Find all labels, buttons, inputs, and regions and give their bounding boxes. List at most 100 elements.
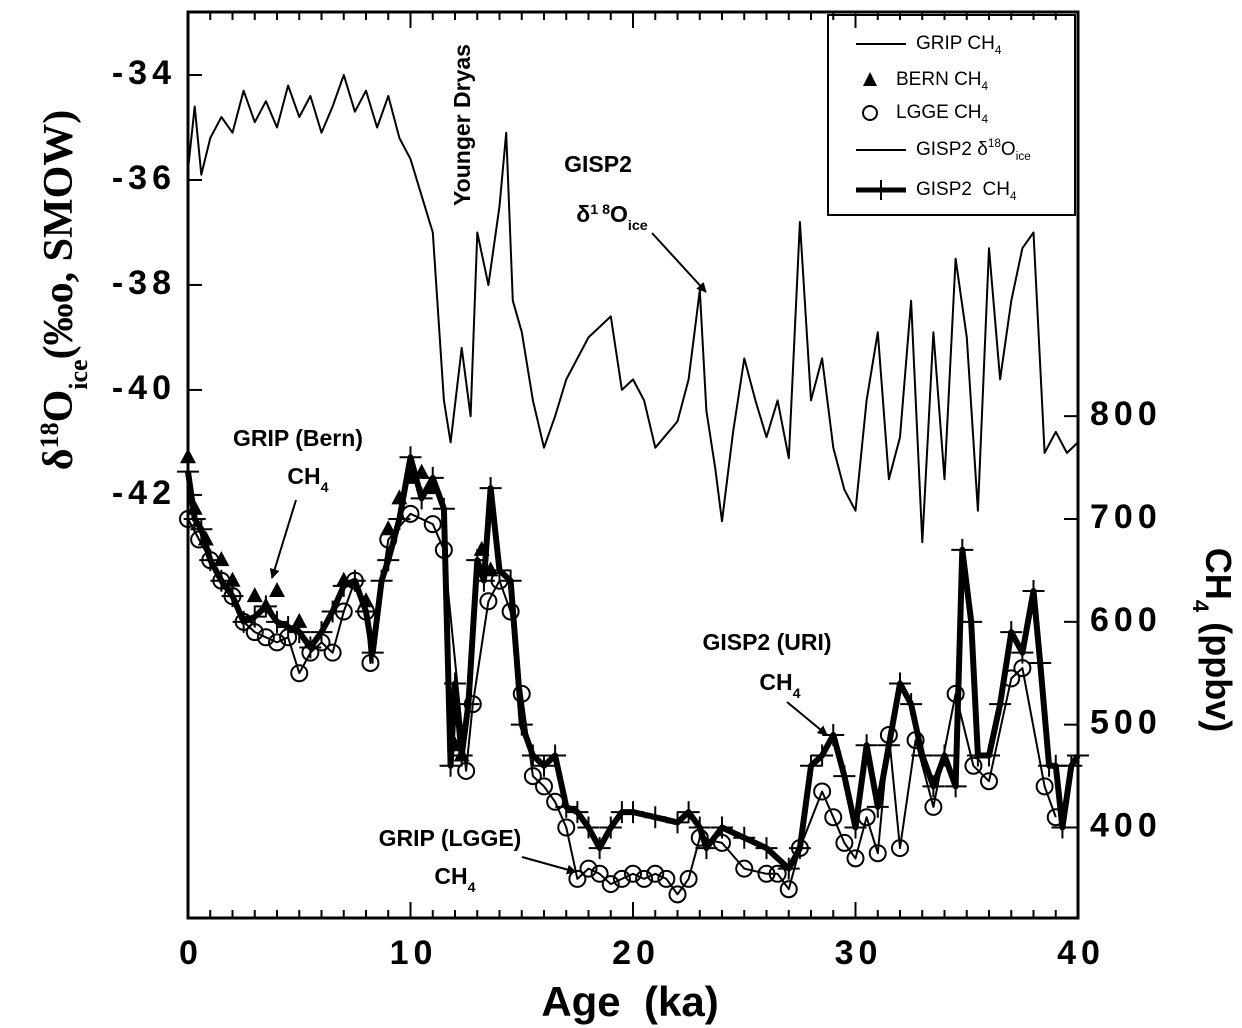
- plus-marker: [321, 600, 344, 623]
- plus-marker: [555, 795, 578, 818]
- plus-marker: [622, 801, 644, 824]
- plus-marker: [677, 801, 700, 824]
- plus-marker: [877, 734, 900, 757]
- plus-marker: [243, 605, 266, 628]
- text-part: GRIP (Bern): [233, 425, 363, 451]
- y-tick-label: -34: [112, 54, 176, 92]
- circle-marker: [612, 869, 631, 888]
- text-part: CH: [1198, 548, 1239, 600]
- plus-marker: [1029, 651, 1052, 674]
- plus-marker: [1022, 579, 1045, 602]
- text-part: ice: [64, 359, 93, 389]
- circle-marker: [479, 592, 498, 611]
- legend-box: [827, 14, 1076, 216]
- y2-axis-label: CH4 (ppbv): [1189, 548, 1240, 732]
- plus-marker: [421, 466, 444, 489]
- plus-marker: [370, 569, 393, 592]
- series-line: [185, 454, 1081, 872]
- plus-marker: [399, 446, 422, 469]
- plus-marker: [544, 744, 567, 767]
- plus-marker: [688, 816, 711, 839]
- text-part: (‰o, SMOW): [36, 110, 82, 360]
- text-part: O: [610, 201, 628, 227]
- plus-marker: [599, 816, 622, 839]
- annotation: CH4: [759, 669, 800, 702]
- text-part: O: [1001, 139, 1016, 160]
- circle-marker: [891, 839, 909, 858]
- plus-marker: [1011, 641, 1034, 664]
- plus-marker: [388, 507, 411, 530]
- circle-marker: [323, 643, 342, 662]
- plus-marker: [479, 477, 502, 500]
- triangle-marker: [246, 587, 263, 603]
- text-part: 4: [1189, 600, 1214, 613]
- plus-marker: [844, 816, 867, 839]
- circle-marker: [290, 664, 309, 683]
- triangle-marker: [380, 520, 397, 536]
- circle-marker: [779, 880, 798, 899]
- text-part: Younger Dryas: [449, 44, 475, 206]
- plus-marker: [332, 574, 355, 597]
- text-part: 4: [995, 44, 1002, 57]
- x-tick-label: 30: [835, 934, 883, 972]
- plus-marker: [577, 816, 600, 839]
- plus-marker: [277, 615, 300, 638]
- circle-marker: [679, 869, 698, 888]
- plus-marker: [933, 744, 956, 767]
- plus-marker: [978, 744, 1000, 767]
- plus-marker: [960, 610, 983, 633]
- plus-marker: [777, 857, 800, 880]
- circle-marker: [361, 653, 380, 672]
- circle-marker: [1035, 777, 1054, 796]
- plus-marker: [889, 672, 911, 695]
- plus-marker: [232, 610, 255, 633]
- plus-marker: [733, 826, 756, 849]
- plus-marker: [488, 559, 511, 582]
- plus-marker: [199, 549, 222, 572]
- legend-symbol: [862, 105, 878, 121]
- plus-marker: [254, 595, 277, 618]
- plus-marker: [900, 693, 923, 716]
- plus-marker: [951, 538, 974, 561]
- plus-marker: [472, 569, 495, 592]
- circle-marker: [668, 885, 687, 904]
- plus-marker: [266, 610, 288, 633]
- plus-marker: [1051, 816, 1074, 839]
- plus-marker: [457, 693, 480, 716]
- arrow: [269, 499, 297, 579]
- triangle-marker: [269, 581, 285, 597]
- plus-marker: [788, 837, 811, 860]
- text-part: 4: [793, 686, 801, 702]
- plus-marker: [566, 801, 589, 824]
- text-part: 4: [321, 480, 329, 496]
- circle-marker: [635, 869, 654, 888]
- x-tick-label: 20: [612, 934, 660, 972]
- circle-marker: [568, 869, 587, 888]
- arrow: [651, 232, 707, 293]
- circle-marker: [256, 628, 275, 647]
- text-part: CH: [434, 863, 467, 889]
- circle-marker: [824, 808, 843, 827]
- annotation: Younger Dryas: [449, 44, 475, 206]
- text-part: CH: [759, 669, 792, 695]
- annotation: GRIP (Bern): [233, 425, 363, 451]
- plus-marker: [432, 497, 455, 520]
- circle-marker: [980, 772, 998, 791]
- text-part: GRIP (LGGE): [379, 825, 522, 851]
- circle-marker: [657, 869, 676, 888]
- text-part: 1 8: [590, 202, 610, 218]
- y2-tick-label: 800: [1090, 395, 1162, 433]
- text-part: 4: [982, 80, 989, 93]
- legend-label: LGGE CH4: [896, 102, 989, 126]
- plus-marker: [466, 549, 489, 572]
- circle-marker: [535, 777, 553, 796]
- plus-marker: [695, 837, 718, 860]
- text-part: CH: [287, 463, 320, 489]
- plus-marker: [310, 621, 333, 644]
- arrows: [269, 232, 828, 875]
- x-tick-label: 10: [390, 934, 438, 972]
- circle-marker: [523, 767, 542, 786]
- plus-marker: [855, 734, 878, 757]
- text-part: GISP2 (URI): [702, 629, 831, 655]
